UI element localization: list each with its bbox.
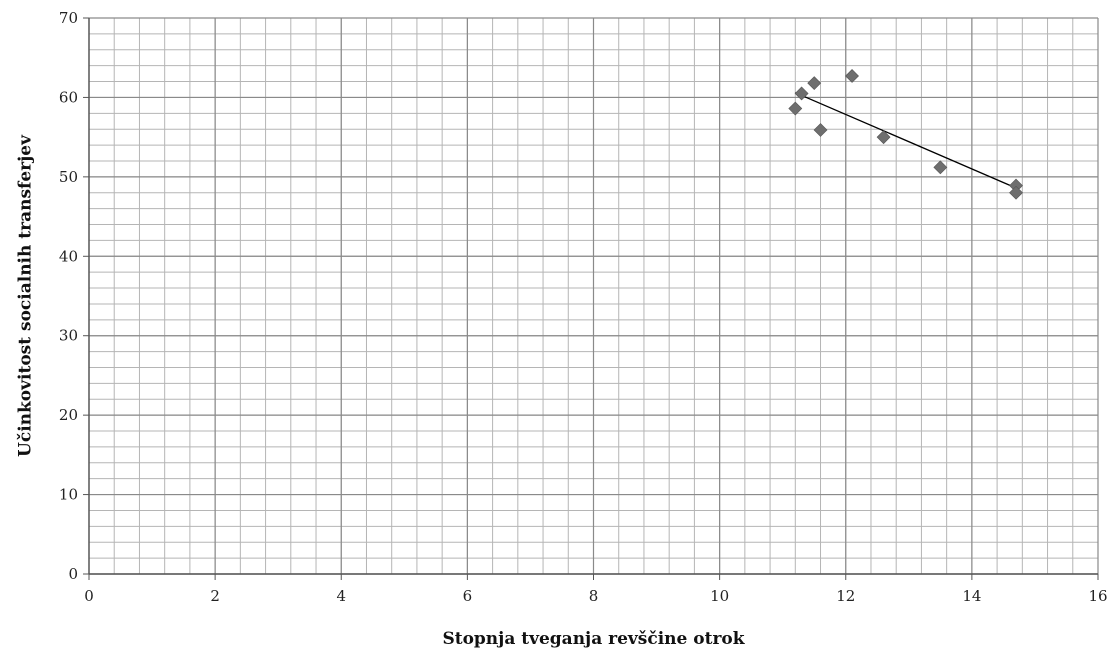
- data-point: [794, 86, 809, 101]
- data-point: [813, 123, 828, 137]
- y-tick-labels: 0 10 20 30 40 50 60 70: [59, 9, 78, 583]
- data-point: [1009, 185, 1023, 200]
- trendline-layer: [795, 92, 1017, 189]
- x-axis-title: Stopnja tveganja revščine otrok: [442, 629, 745, 649]
- data-point: [876, 130, 891, 145]
- y-tick-label: 20: [59, 406, 78, 424]
- x-tick-label: 6: [463, 587, 473, 605]
- data-point: [933, 160, 948, 175]
- y-tick-label: 0: [68, 565, 78, 583]
- x-tick-label: 4: [336, 587, 346, 605]
- y-tick-label: 60: [59, 88, 78, 106]
- data-point: [845, 69, 859, 83]
- data-point: [788, 101, 803, 116]
- data-points: [788, 69, 1023, 200]
- x-tick-label: 2: [210, 587, 220, 605]
- axes: [83, 17, 1099, 580]
- y-tick-label: 50: [59, 168, 78, 186]
- x-tick-label: 10: [710, 587, 729, 605]
- x-tick-label: 16: [1088, 587, 1107, 605]
- x-tick-label: 12: [836, 587, 855, 605]
- y-tick-label: 70: [59, 9, 78, 27]
- y-axis-title: Učinkovitost socialnih transferjev: [16, 134, 36, 457]
- major-grid: [88, 17, 1099, 575]
- y-tick-label: 10: [59, 486, 78, 504]
- x-tick-label: 8: [589, 587, 599, 605]
- y-tick-label: 40: [59, 247, 78, 265]
- data-point: [807, 76, 822, 91]
- x-tick-labels: 0 2 4 6 8 10 12 14 16: [84, 587, 1107, 605]
- x-tick-label: 14: [962, 587, 981, 605]
- trendline: [795, 92, 1017, 189]
- x-tick-label: 0: [84, 587, 94, 605]
- y-tick-label: 30: [59, 327, 78, 345]
